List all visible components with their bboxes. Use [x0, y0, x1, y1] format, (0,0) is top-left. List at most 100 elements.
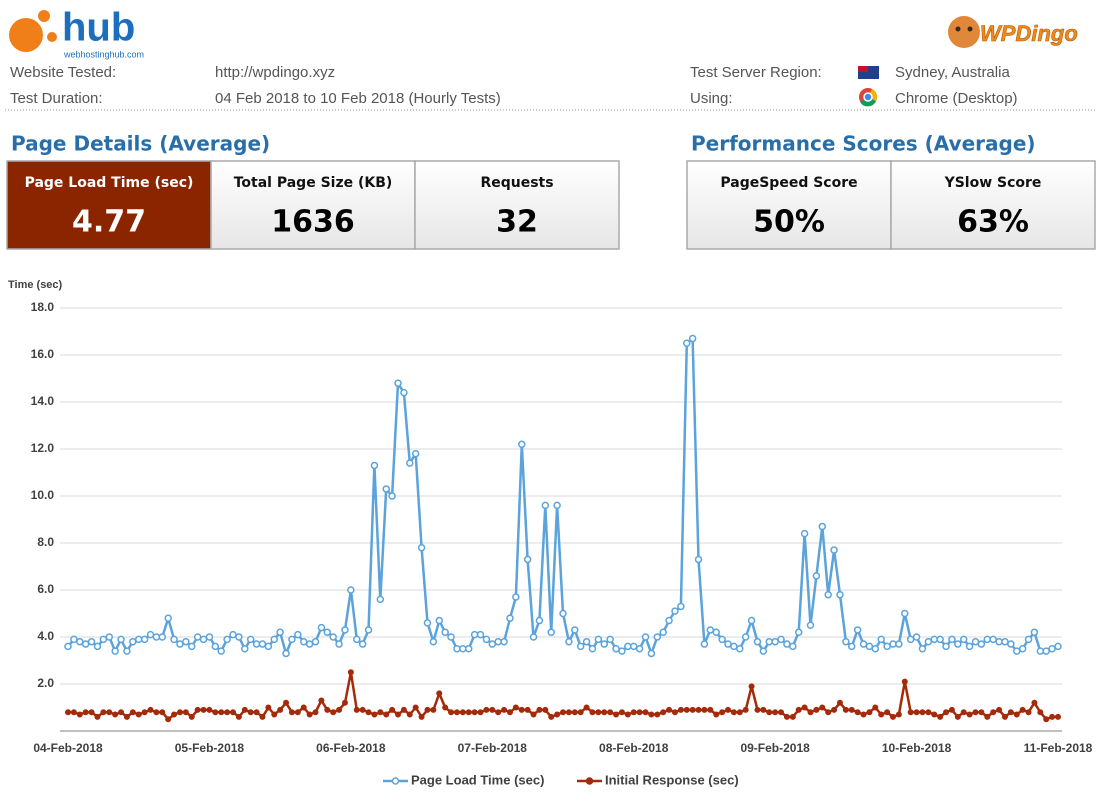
data-point: [565, 637, 573, 646]
data-point: [488, 640, 497, 648]
section-title: Performance Scores (Average): [691, 132, 1036, 156]
data-point: [635, 645, 644, 653]
data-point: [813, 706, 820, 713]
data-point: [819, 704, 826, 711]
info-value: Chrome (Desktop): [895, 90, 1018, 107]
data-point: [842, 637, 850, 646]
data-point: [371, 711, 378, 718]
data-point: [1042, 647, 1050, 655]
data-point: [335, 640, 343, 648]
data-point: [936, 635, 944, 644]
data-point: [907, 709, 914, 716]
y-tick-label: 6.0: [37, 582, 54, 596]
data-point: [589, 709, 596, 716]
data-point: [901, 609, 909, 618]
data-point: [482, 635, 491, 644]
data-point: [601, 709, 608, 716]
dog-eye: [967, 26, 973, 32]
data-point: [105, 633, 113, 641]
data-point: [134, 635, 143, 644]
data-point: [553, 501, 561, 510]
data-point: [931, 711, 938, 718]
data-point: [576, 642, 585, 651]
data-point: [282, 649, 290, 658]
y-axis-label: Time (sec): [8, 279, 63, 291]
data-point: [659, 628, 667, 637]
data-point: [825, 709, 832, 716]
data-point: [925, 709, 932, 716]
data-point: [418, 713, 425, 720]
card-label: Total Page Size (KB): [234, 175, 393, 191]
card-value: 4.77: [72, 205, 146, 240]
data-point: [501, 706, 508, 713]
data-point: [388, 492, 396, 500]
data-point: [217, 647, 225, 655]
card-label: Requests: [480, 175, 553, 191]
data-point: [141, 709, 148, 716]
data-point: [972, 709, 979, 716]
data-point: [848, 706, 855, 713]
legend-label: Initial Response (sec): [605, 772, 739, 787]
y-tick-label: 2.0: [37, 676, 54, 690]
data-point: [448, 709, 455, 716]
data-point: [765, 637, 773, 646]
data-point: [258, 640, 267, 648]
data-point: [323, 628, 332, 637]
data-point: [671, 607, 679, 615]
card-value: 32: [496, 205, 538, 240]
data-point: [253, 709, 260, 716]
data-point: [996, 706, 1003, 713]
data-point: [948, 635, 956, 644]
data-point: [806, 621, 815, 629]
data-point: [229, 630, 237, 639]
data-point: [277, 706, 284, 713]
data-point: [412, 704, 419, 711]
data-point: [772, 709, 779, 716]
data-point: [541, 501, 550, 510]
data-point: [353, 635, 361, 644]
data-point: [395, 711, 401, 718]
data-point: [807, 709, 814, 716]
data-point: [977, 640, 986, 648]
y-tick-label: 14.0: [31, 394, 55, 408]
data-point: [688, 334, 697, 343]
data-point: [477, 709, 484, 716]
x-tick-label: 11-Feb-2018: [1024, 741, 1093, 755]
data-point: [984, 713, 991, 720]
data-point: [442, 704, 449, 711]
data-point: [883, 642, 891, 651]
data-point: [211, 642, 220, 651]
section-title: Page Details (Average): [11, 132, 270, 156]
data-point: [247, 709, 254, 716]
data-point: [1007, 709, 1014, 716]
data-point: [76, 711, 83, 718]
data-point: [978, 709, 985, 716]
data-point: [453, 645, 461, 653]
data-point: [411, 449, 420, 458]
data-point: [364, 626, 373, 634]
data-point: [400, 388, 408, 397]
data-point: [618, 709, 625, 716]
data-point: [1031, 699, 1038, 706]
dog-icon: [948, 16, 980, 48]
data-point: [259, 713, 266, 720]
data-point: [489, 706, 496, 713]
data-point: [235, 633, 243, 641]
data-point: [65, 709, 71, 716]
data-point: [283, 699, 290, 706]
data-point: [170, 635, 178, 644]
info-label: Website Tested:: [10, 64, 116, 81]
data-point: [465, 709, 472, 716]
data-point: [123, 713, 130, 720]
data-point: [671, 709, 678, 716]
data-point: [948, 706, 955, 713]
data-point: [377, 709, 384, 716]
data-point: [989, 635, 997, 644]
info-label: Test Duration:: [10, 90, 103, 107]
data-point: [753, 637, 762, 646]
data-point: [683, 339, 691, 347]
data-point: [99, 635, 108, 644]
x-tick-label: 08-Feb-2018: [599, 741, 669, 755]
data-point: [417, 543, 426, 552]
data-point: [577, 709, 584, 716]
